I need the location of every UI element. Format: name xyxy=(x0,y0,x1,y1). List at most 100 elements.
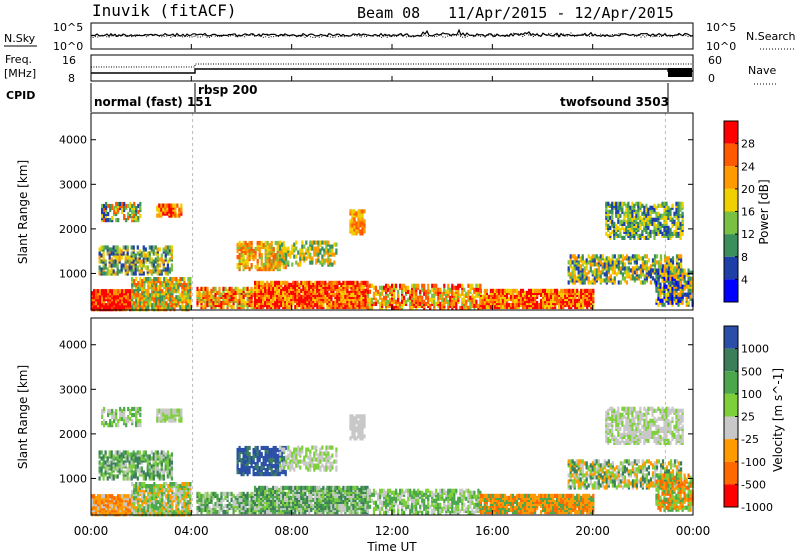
range-time-cell xyxy=(137,476,139,480)
range-time-cell xyxy=(133,301,135,305)
range-time-cell xyxy=(157,247,159,251)
range-time-cell xyxy=(105,206,107,210)
range-time-cell xyxy=(162,212,164,216)
range-time-cell xyxy=(310,285,312,289)
range-time-cell xyxy=(633,204,635,208)
range-time-cell xyxy=(145,307,147,311)
range-time-cell xyxy=(187,482,189,486)
range-time-cell xyxy=(237,299,239,303)
range-time-cell xyxy=(229,287,231,291)
range-time-cell xyxy=(361,217,363,221)
range-time-cell xyxy=(277,267,279,271)
range-time-cell xyxy=(281,243,283,247)
range-time-cell xyxy=(640,264,642,268)
range-time-cell xyxy=(627,212,629,216)
range-time-cell xyxy=(682,202,684,206)
range-time-cell xyxy=(185,283,187,287)
range-time-cell xyxy=(265,257,267,261)
range-time-cell xyxy=(671,204,673,208)
range-time-cell xyxy=(183,281,185,285)
range-time-cell xyxy=(153,466,155,470)
range-time-cell xyxy=(667,293,669,297)
range-time-cell xyxy=(99,247,101,251)
range-time-cell xyxy=(305,257,307,261)
range-time-cell xyxy=(433,284,435,288)
range-time-cell xyxy=(419,290,421,294)
range-time-cell xyxy=(139,466,141,470)
range-time-cell xyxy=(137,210,139,214)
range-time-cell xyxy=(677,281,679,285)
range-time-cell xyxy=(292,291,294,295)
range-time-cell xyxy=(127,494,129,498)
range-time-cell xyxy=(231,287,233,291)
range-time-cell xyxy=(360,287,362,291)
range-time-cell xyxy=(312,283,314,287)
range-time-cell xyxy=(263,267,265,271)
range-time-cell xyxy=(99,450,101,454)
range-time-cell xyxy=(141,251,143,255)
range-time-cell xyxy=(177,295,179,299)
range-time-cell xyxy=(304,281,306,285)
range-time-cell xyxy=(245,251,247,255)
range-time-cell xyxy=(600,260,602,264)
range-time-cell xyxy=(605,232,607,236)
range-time-cell xyxy=(658,260,660,264)
range-time-cell xyxy=(156,206,158,210)
range-time-cell xyxy=(576,276,578,280)
range-time-cell xyxy=(676,264,678,268)
range-time-cell xyxy=(109,450,111,454)
range-time-cell xyxy=(627,202,629,206)
range-time-cell xyxy=(622,272,624,276)
range-time-cell xyxy=(141,508,143,512)
range-time-cell xyxy=(586,264,588,268)
range-time-cell xyxy=(268,289,270,293)
range-time-cell xyxy=(542,289,544,293)
range-time-cell xyxy=(528,289,530,293)
range-time-cell xyxy=(167,279,169,283)
range-time-cell xyxy=(260,299,262,303)
range-time-cell xyxy=(496,289,498,293)
range-time-cell xyxy=(101,472,103,476)
range-time-cell xyxy=(333,261,335,265)
range-time-cell xyxy=(314,281,316,285)
range-time-cell xyxy=(469,288,471,292)
range-time-cell xyxy=(639,216,641,220)
range-time-cell xyxy=(671,232,673,236)
y-tick-label: 4000 xyxy=(59,134,87,147)
range-time-cell xyxy=(457,284,459,288)
range-time-cell xyxy=(492,289,494,293)
range-time-cell xyxy=(330,295,332,299)
range-time-cell xyxy=(281,259,283,263)
range-time-cell xyxy=(153,249,155,253)
range-time-cell xyxy=(247,297,249,301)
range-time-cell xyxy=(241,243,243,247)
range-time-cell xyxy=(151,476,153,480)
range-time-cell xyxy=(435,302,437,306)
range-time-cell xyxy=(115,218,117,222)
range-time-cell xyxy=(119,450,121,454)
range-time-cell xyxy=(616,272,618,276)
range-time-cell xyxy=(651,218,653,222)
range-time-cell xyxy=(147,484,149,488)
range-time-cell xyxy=(580,289,582,293)
range-time-cell xyxy=(580,299,582,303)
range-time-cell xyxy=(506,295,508,299)
power-y-axis-label: Slant Range [km] xyxy=(16,160,30,264)
range-time-cell xyxy=(103,293,105,297)
range-time-cell xyxy=(323,249,325,253)
range-time-cell xyxy=(139,202,141,206)
range-time-cell xyxy=(680,291,682,295)
range-time-cell xyxy=(455,296,457,300)
range-time-cell xyxy=(634,254,636,258)
range-time-cell xyxy=(514,289,516,293)
range-time-cell xyxy=(373,286,375,290)
range-time-cell xyxy=(363,223,365,227)
range-time-cell xyxy=(107,456,109,460)
range-time-cell xyxy=(220,301,222,305)
range-time-cell xyxy=(259,267,261,271)
range-time-cell xyxy=(212,295,214,299)
range-time-cell xyxy=(141,287,143,291)
range-time-cell xyxy=(327,261,329,265)
range-time-cell xyxy=(594,276,596,280)
range-time-cell xyxy=(105,466,107,470)
